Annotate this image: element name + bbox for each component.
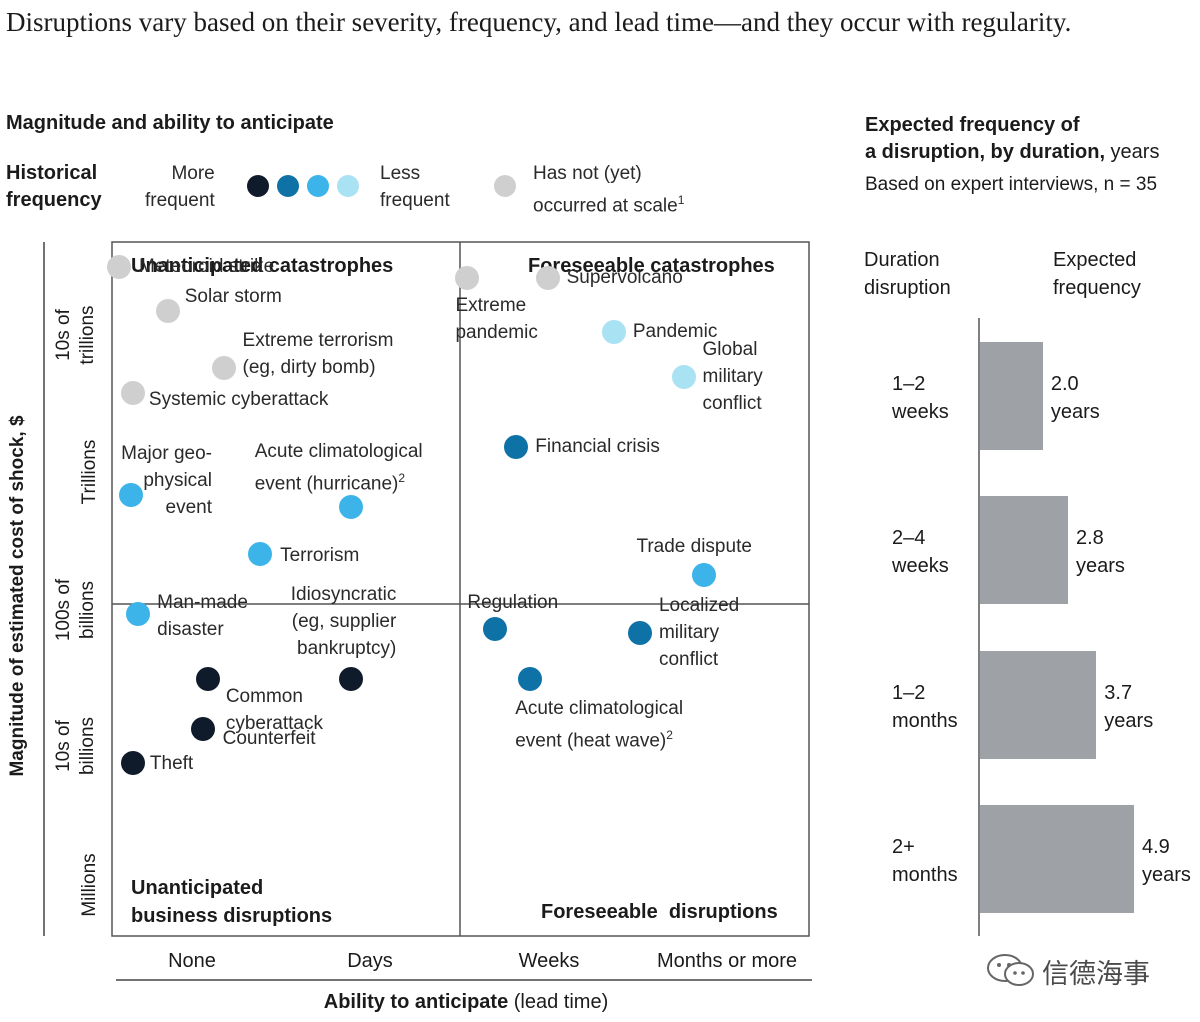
point-marker [338,495,363,520]
right-heading: Expected frequency of a disruption, by d… [865,114,1160,163]
point-marker [627,621,652,646]
bar [980,496,1068,605]
point-marker [601,320,626,345]
right-note: Based on expert interviews, n = 35 [865,174,1158,195]
point-label: Counterfeit [222,728,316,750]
legend-label: Historical frequency [6,162,102,211]
bar [980,650,1097,759]
point-label: Terrorism [280,545,360,567]
bar-value-label: 4.9 years [1142,835,1191,886]
point-marker [190,717,215,742]
point-label: Theft [149,752,194,774]
legend-dot-very-frequent [247,175,269,197]
bar-value-label: 2.8 years [1076,527,1125,578]
legend-dot-rare [337,175,359,197]
quadrant-title-bottom-right: Foreseeable disruptions [541,901,778,923]
x-tick-none: None [168,950,216,972]
bar [980,342,1043,450]
point-marker [120,381,145,406]
bar-category-label: 1–2 weeks [892,373,949,423]
point-label: Supervolcano [566,267,683,289]
point-label: Extreme pandemic [455,295,538,344]
point-label: Pandemic [632,321,718,343]
bar-value-label: 3.7 years [1104,681,1154,732]
point-marker [518,667,543,692]
point-label: Systemic cyberattack [148,389,329,411]
bar-category-label: 2–4 weeks [892,527,949,578]
legend-less-label: Less frequent [380,163,450,211]
wechat-icon [985,952,1037,993]
x-axis-title: Ability to anticipate (lead time) [323,991,609,1013]
legend-dot-frequent [277,175,299,197]
bar-col-header-frequency: Expected frequency [1053,249,1141,299]
point-marker [195,667,220,692]
point-marker [155,299,180,324]
point-label: Meteoroid strike [138,255,275,277]
point-label: Extreme terrorism (eg, dirty bomb) [242,330,394,379]
point-marker [119,482,144,507]
chart-title: Disruptions vary based on their severity… [6,7,1072,37]
bar-value-label: 2.0 years [1050,373,1100,423]
legend-dot-less [307,175,329,197]
point-marker [692,563,717,588]
legend-more-label: More frequent [145,163,215,211]
point-marker [120,750,145,775]
point-label: Regulation [467,592,559,614]
point-marker [483,617,508,642]
quadrant-title-bottom-left: Unanticipated business disruptions [131,877,333,927]
watermark-text: 信德海事 [1042,959,1150,989]
point-label: Man-made disaster [157,591,248,640]
point-label: Acute climatological event (hurricane)2 [254,441,423,495]
quadrant-title-top-right: Foreseeable catastrophes [528,255,775,277]
point-marker [338,667,363,692]
point-label: Trade dispute [636,536,752,558]
bar-col-header-duration: Duration disruption [864,249,951,299]
bar-category-label: 1–2 months [892,681,958,732]
point-marker [211,356,236,381]
x-tick-weeks: Weeks [518,950,580,972]
point-label: Financial crisis [535,436,660,458]
point-marker [535,266,560,291]
point-label: Common cyberattack [225,686,323,735]
point-label: Localized military conflict [658,595,740,671]
quadrant-title-top-left: Unanticipated catastrophes [131,255,394,277]
point-marker [106,254,131,279]
point-marker [248,542,273,567]
left-heading: Magnitude and ability to anticipate [6,112,334,134]
legend-dot-not-yet [494,175,516,197]
point-marker [455,266,480,291]
point-label: Major geo- physical event [121,442,212,518]
point-marker [504,435,529,460]
bar [980,804,1134,913]
point-marker [126,601,151,626]
bar-category-label: 2+ months [892,835,958,886]
legend-not-yet-label: Has not (yet) occurred at scale1 [533,163,685,217]
point-label: Global military conflict [702,338,763,414]
x-tick-months: Months or more [656,950,798,972]
x-tick-days: Days [347,950,393,972]
point-label: Acute climatological event (heat wave)2 [515,698,684,752]
point-label: Idiosyncratic (eg, supplier bankruptcy) [290,584,397,660]
point-label: Solar storm [184,286,282,308]
point-marker [671,364,696,389]
